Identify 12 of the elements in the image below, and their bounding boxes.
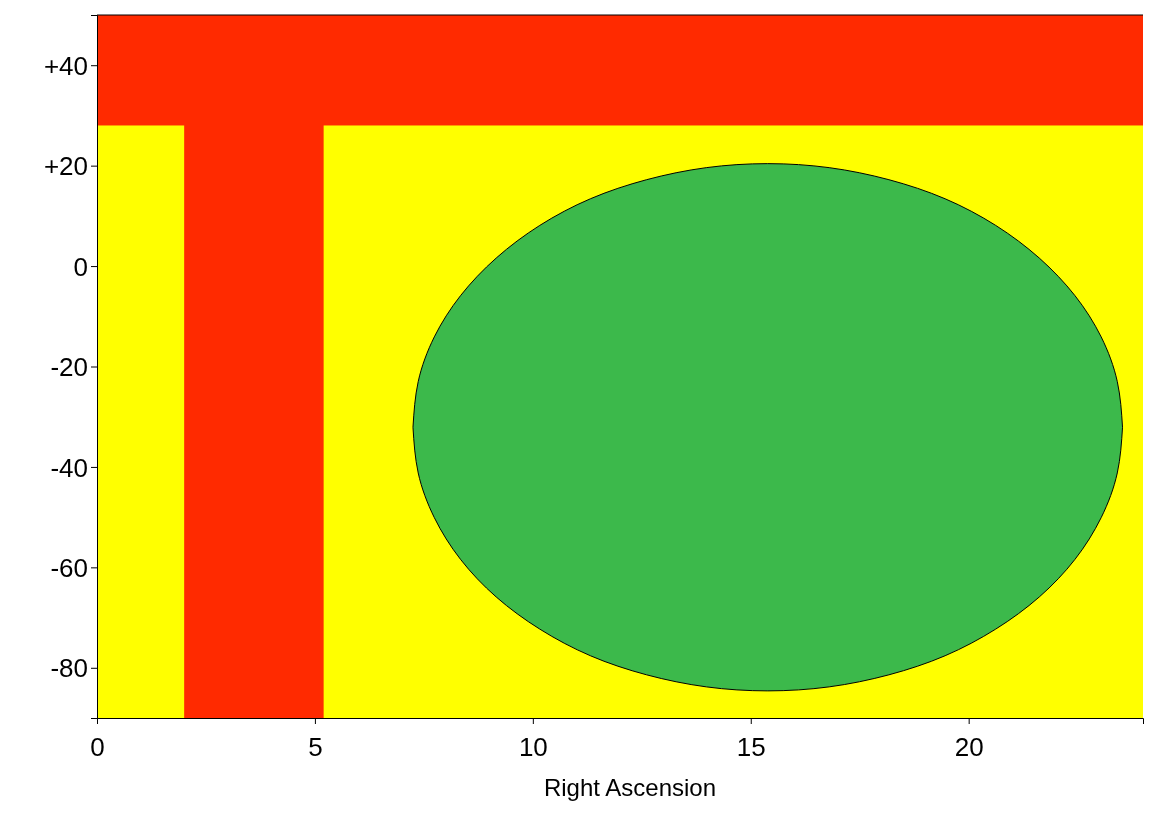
y-tick-label: -60 [50, 552, 88, 583]
y-tick-label: -80 [50, 653, 88, 684]
y-tick-label: +20 [43, 151, 88, 182]
y-tick-label: +40 [43, 50, 88, 81]
x-tick-label: 10 [518, 731, 548, 762]
y-tick-label: 0 [73, 251, 88, 282]
x-tick-label: 20 [954, 731, 984, 762]
y-tick-label: -40 [50, 452, 88, 483]
y-tick-label: -20 [50, 352, 88, 383]
x-tick-label: 5 [308, 731, 323, 762]
x-tick-label: 15 [736, 731, 766, 762]
x-axis-title: Right Ascension [543, 774, 717, 801]
